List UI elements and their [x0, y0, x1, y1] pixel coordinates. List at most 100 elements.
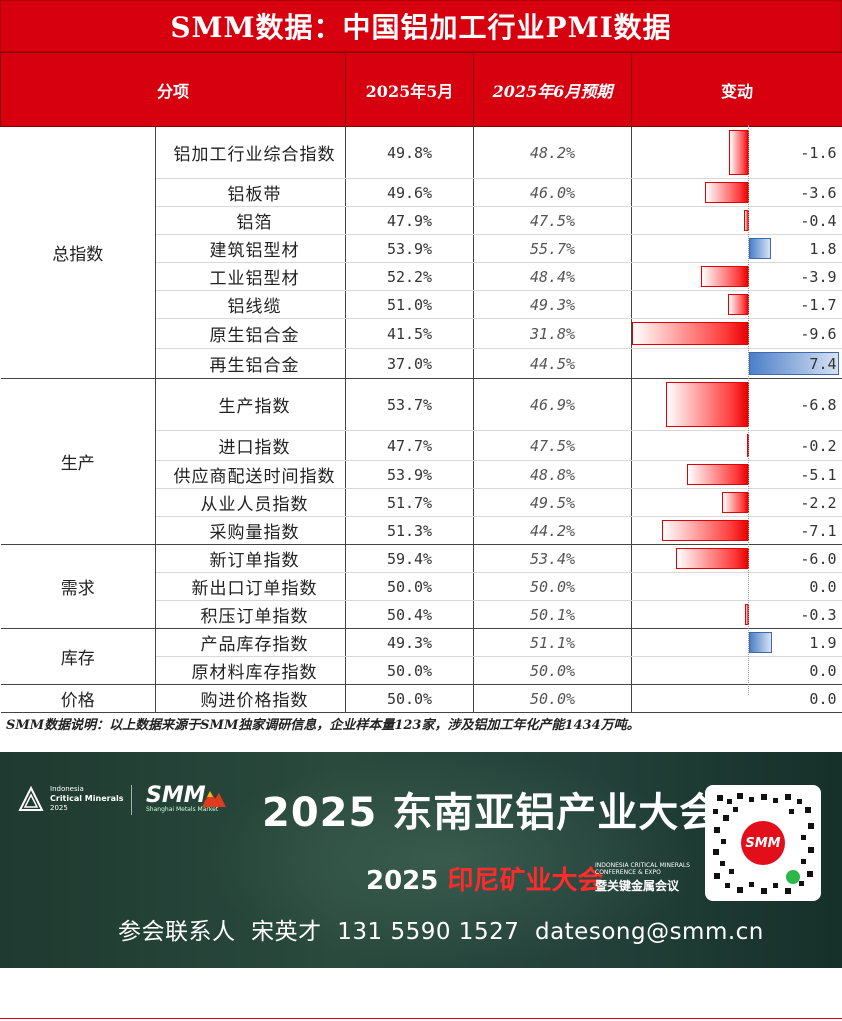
change-value: -6.0 [800, 549, 837, 568]
change-bar [749, 238, 771, 259]
june-forecast-value: 55.7% [473, 234, 633, 263]
change-bar [722, 492, 749, 513]
june-forecast-value: 51.1% [473, 628, 633, 657]
change-value: -3.9 [800, 267, 837, 286]
header-june-forecast: 2025年6月预期 [473, 52, 633, 127]
smm-logo: SMM Shanghai Metals Market [146, 783, 219, 813]
table-row: 铝箔 47.9% 47.5% -0.4 [1, 206, 842, 235]
qr-code-icon [713, 793, 814, 894]
may-value: 49.6% [345, 178, 475, 207]
item-label: 铝箔 [155, 206, 347, 235]
may-value: 53.7% [345, 378, 475, 431]
change-cell: 1.8 [631, 234, 842, 263]
change-value: -5.1 [800, 465, 837, 484]
june-forecast-value: 44.2% [473, 516, 633, 545]
change-bar [749, 632, 773, 653]
item-label: 再生铝合金 [155, 348, 347, 379]
may-value: 37.0% [345, 348, 475, 379]
change-bar [749, 352, 840, 375]
pmi-table: 分项 2025年5月 2025年6月预期 变动 总指数 铝加工行业综合指数 49.8… [0, 52, 842, 713]
table-row: 价格 购进价格指数 50.0% 50.0% 0.0 [0, 684, 842, 713]
change-value: -9.6 [800, 324, 837, 343]
june-forecast-value: 50.0% [473, 684, 633, 713]
item-label: 铝加工行业综合指数 [155, 126, 347, 179]
change-value: 1.8 [809, 239, 837, 258]
change-cell: -0.4 [631, 206, 842, 235]
change-zero-axis [748, 125, 749, 695]
category-label: 生产 [0, 378, 156, 545]
table-row: 需求 新订单指数 59.4% 53.4% -6.0 [0, 544, 842, 629]
item-label: 原材料库存指数 [155, 656, 347, 685]
change-value: -1.6 [800, 143, 837, 162]
june-forecast-value: 46.0% [473, 178, 633, 207]
june-forecast-value: 47.5% [473, 430, 633, 461]
may-value: 49.8% [345, 126, 475, 179]
table-row: 铝板带 49.6% 46.0% -3.6 [1, 178, 842, 207]
category-label: 库存 [0, 628, 156, 685]
june-forecast-value: 50.0% [473, 572, 633, 601]
may-value: 50.0% [345, 656, 475, 685]
banner-contact: 参会联系人 宋英才 131 5590 1527 datesong@smm.cn [118, 919, 764, 945]
triangle-logo-icon [18, 786, 44, 811]
item-label: 购进价格指数 [155, 684, 347, 713]
change-bar [729, 130, 749, 175]
may-value: 41.5% [345, 318, 475, 349]
change-cell: -5.1 [631, 460, 842, 489]
table-row: 生产 生产指数 53.7% 46.9% -6.8 [0, 378, 842, 545]
table-row: 原材料库存指数 50.0% 50.0% 0.0 [1, 656, 842, 685]
table-header-row: 分项 2025年5月 2025年6月预期 变动 [0, 52, 842, 127]
change-value: 0.0 [809, 661, 837, 680]
may-value: 52.2% [345, 262, 475, 291]
change-bar [728, 294, 749, 315]
item-label: 产品库存指数 [155, 628, 347, 657]
change-value: -3.6 [800, 183, 837, 202]
change-bar [701, 266, 749, 287]
change-cell: -3.9 [631, 262, 842, 291]
change-bar [662, 520, 749, 541]
june-forecast-value: 50.0% [473, 656, 633, 685]
conference-banner[interactable]: Indonesia Critical Minerals 2025 SMM Sha… [0, 752, 842, 968]
header-change: 变动 [631, 52, 842, 127]
change-value: 0.0 [809, 689, 837, 708]
item-label: 新订单指数 [155, 544, 347, 573]
june-forecast-value: 31.8% [473, 318, 633, 349]
change-cell: -6.8 [631, 378, 842, 431]
qr-smm-logo: SMM [741, 821, 785, 865]
item-label: 铝线缆 [155, 290, 347, 319]
june-forecast-value: 44.5% [473, 348, 633, 379]
change-value: -0.4 [800, 211, 837, 230]
item-label: 建筑铝型材 [155, 234, 347, 263]
qr-code[interactable]: SMM [705, 785, 821, 901]
change-cell: -6.0 [631, 544, 842, 573]
may-value: 53.9% [345, 460, 475, 489]
table-row: 总指数 铝加工行业综合指数 49.8% 48.2% -1.6 [0, 126, 842, 379]
table-row: 铝线缆 51.0% 49.3% -1.7 [1, 290, 842, 319]
data-note: SMM数据说明：以上数据来源于SMM独家调研信息，企业样本量123家，涉及铝加工… [6, 718, 640, 733]
june-forecast-value: 48.2% [473, 126, 633, 179]
change-bar [666, 382, 749, 427]
change-bar [686, 464, 749, 485]
june-forecast-value: 49.5% [473, 488, 633, 517]
item-label: 采购量指数 [155, 516, 347, 545]
bottom-rule [0, 1018, 842, 1019]
june-forecast-value: 49.3% [473, 290, 633, 319]
may-value: 51.3% [345, 516, 475, 545]
change-cell: 7.4 [631, 348, 842, 379]
change-bar [631, 322, 750, 345]
change-value: 7.4 [809, 354, 837, 373]
change-value: -0.2 [800, 436, 837, 455]
change-cell: -7.1 [631, 516, 842, 545]
june-forecast-value: 48.8% [473, 460, 633, 489]
table-row: 进口指数 47.7% 47.5% -0.2 [1, 430, 842, 461]
banner-headline: 2025 东南亚铝产业大会 [262, 790, 721, 836]
change-cell: 0.0 [631, 684, 842, 713]
change-value: -0.3 [800, 605, 837, 624]
table-row: 新出口订单指数 50.0% 50.0% 0.0 [1, 572, 842, 601]
may-value: 49.3% [345, 628, 475, 657]
item-label: 原生铝合金 [155, 318, 347, 349]
banner-sub-english: INDONESIA CRITICAL MINERALS CONFERENCE &… [595, 862, 690, 876]
page-title: SMM数据：中国铝加工行业PMI数据 [0, 0, 842, 52]
change-cell: -0.2 [631, 430, 842, 461]
header-item: 分项 [0, 52, 347, 127]
table-row: 采购量指数 51.3% 44.2% -7.1 [1, 516, 842, 545]
